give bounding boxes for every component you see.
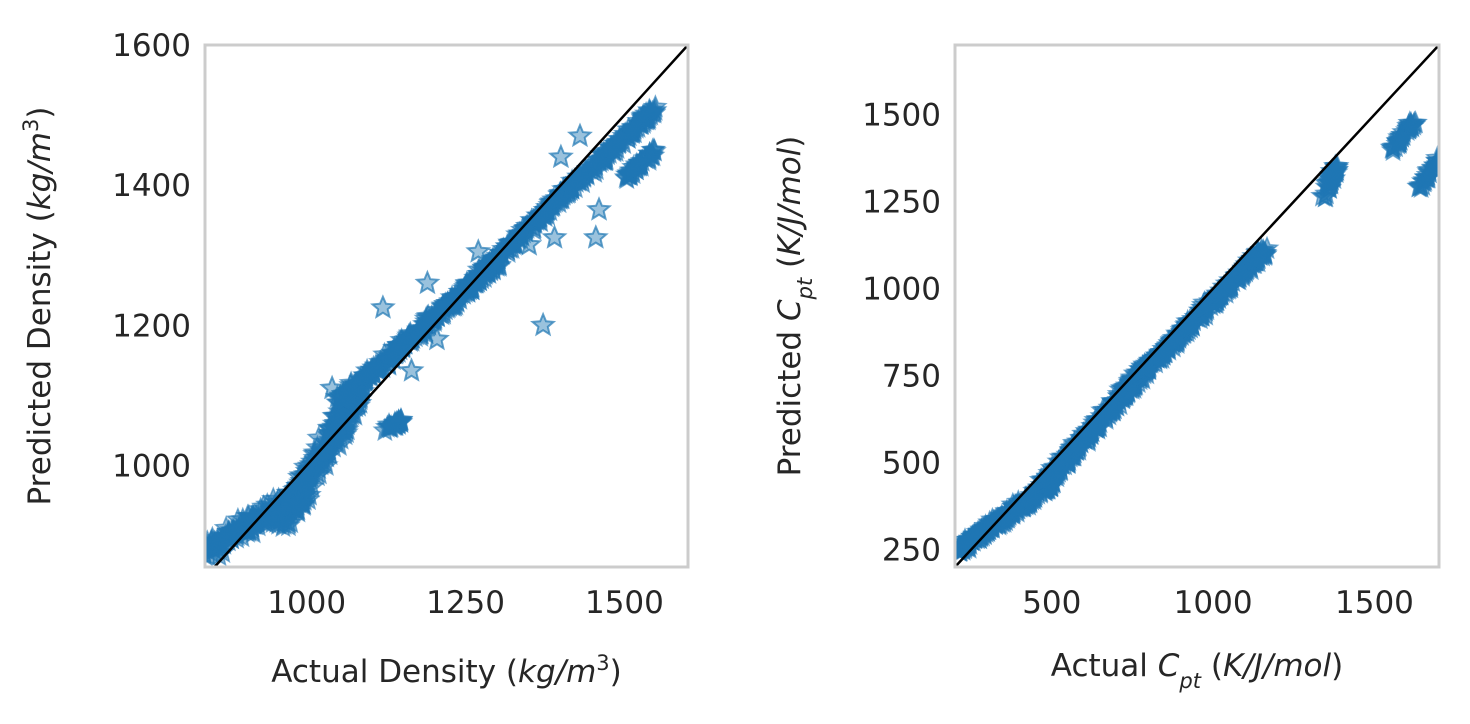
scatter-point xyxy=(1178,315,1203,339)
scatter-point xyxy=(398,357,425,382)
scatter-point xyxy=(467,267,493,292)
scatter-point xyxy=(329,386,355,411)
scatter-point xyxy=(620,157,645,182)
x-tick-label: 1500 xyxy=(585,585,664,621)
x-tick-label: 1250 xyxy=(426,585,505,621)
scatter-point xyxy=(541,224,568,249)
scatter-point xyxy=(278,509,304,534)
scatter-point xyxy=(1114,373,1140,398)
scatter-point xyxy=(1318,169,1344,193)
scatter-point xyxy=(1192,289,1217,314)
heat-capacity-panel: 500 1000 1500 250 500 750 1000 1250 1500 Actual C… xyxy=(772,43,1441,693)
axes-frame xyxy=(203,43,690,569)
identity-line xyxy=(213,45,688,567)
scatter-point xyxy=(622,116,647,140)
scatter-point xyxy=(377,413,402,438)
y-tick-label: 1200 xyxy=(112,308,191,344)
scatter-point xyxy=(604,135,630,159)
scatter-point xyxy=(1417,159,1439,184)
scatter-point xyxy=(319,374,346,400)
scatter-point xyxy=(582,224,609,249)
scatter-point xyxy=(1160,328,1186,352)
scatter-point xyxy=(547,143,574,169)
x-tick-label: 1000 xyxy=(267,585,346,621)
scatter-point xyxy=(1096,402,1122,426)
scatter-point xyxy=(385,335,411,360)
scatter-point xyxy=(325,404,350,428)
scatter-point xyxy=(465,238,492,263)
scatter-point xyxy=(438,292,464,316)
scatter-point xyxy=(1019,485,1045,509)
scatter-point xyxy=(1230,260,1256,285)
scatter-points xyxy=(955,110,1439,562)
scatter-point xyxy=(637,99,663,123)
scatter-point xyxy=(353,363,378,387)
scatter-point xyxy=(370,294,396,319)
y-tick-label: 1400 xyxy=(112,168,191,204)
scatter-point xyxy=(586,196,613,221)
scatter-point xyxy=(414,269,441,295)
y-tick-label: 1000 xyxy=(112,448,191,484)
identity-line xyxy=(955,45,1439,567)
y-tick-label: 1250 xyxy=(862,185,941,221)
scatter-point xyxy=(292,471,317,495)
scatter-point xyxy=(1004,495,1030,520)
scatter-point xyxy=(530,311,557,337)
scatter-point xyxy=(305,445,331,470)
y-axis-label: Predicted Cpt (K/J/mol) xyxy=(772,136,817,477)
x-axis-label: Actual Cpt (K/J/mol) xyxy=(1051,648,1343,693)
x-tick-label: 500 xyxy=(1022,585,1081,621)
x-axis-label: Actual Density (kg/m3) xyxy=(271,651,622,690)
x-tick-label: 1000 xyxy=(1174,585,1253,621)
scatter-point xyxy=(977,509,1002,534)
scatter-point xyxy=(583,152,609,176)
scatter-point xyxy=(212,523,238,547)
scatter-points xyxy=(205,94,668,567)
scatter-point xyxy=(286,489,311,514)
scatter-point xyxy=(1242,247,1268,272)
scatter-point xyxy=(1214,275,1240,299)
y-tick-label: 250 xyxy=(882,533,941,569)
scatter-point xyxy=(1045,461,1070,485)
scatter-point xyxy=(423,325,450,351)
scatter-point xyxy=(211,531,237,555)
density-panel: 1000 1250 1500 1000 1200 1400 1600 Actual Densi… xyxy=(19,28,690,690)
scatter-point xyxy=(1424,148,1439,172)
axes-frame xyxy=(953,43,1441,569)
scatter-point xyxy=(1387,126,1413,151)
y-tick-label: 750 xyxy=(882,359,941,395)
scatter-point xyxy=(516,231,543,256)
scatter-point xyxy=(1150,340,1175,365)
scatter-point xyxy=(1399,112,1424,137)
y-tick-label: 500 xyxy=(882,446,941,482)
scatter-point xyxy=(566,122,593,148)
scatter-point xyxy=(1060,434,1086,459)
y-tick-label: 1600 xyxy=(112,28,191,64)
scatter-point xyxy=(1310,183,1335,207)
y-tick-label: 1500 xyxy=(862,98,941,134)
y-axis-label: Predicted Density (kg/m3) xyxy=(19,107,58,506)
x-tick-label: 1500 xyxy=(1335,585,1414,621)
y-tick-label: 1000 xyxy=(862,272,941,308)
